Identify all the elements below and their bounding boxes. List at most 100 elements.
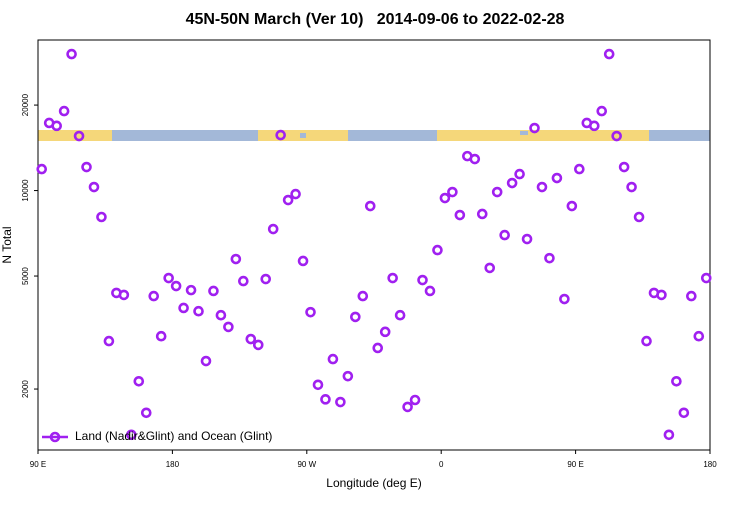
- data-point: [476, 208, 488, 220]
- data-point: [574, 163, 585, 175]
- data-point: [282, 194, 294, 206]
- data-point: [170, 280, 182, 292]
- data-point: [103, 335, 115, 347]
- data-point: [223, 321, 234, 333]
- data-point: [96, 211, 107, 223]
- data-point: [267, 223, 279, 235]
- data-point: [312, 379, 324, 391]
- x-tick-label: 0: [439, 460, 444, 469]
- data-point: [618, 161, 630, 173]
- plot-frame: [37, 39, 711, 451]
- data-point: [379, 326, 391, 338]
- data-point: [693, 330, 705, 342]
- data-point: [163, 272, 174, 284]
- data-point: [544, 252, 555, 264]
- x-tick-label: 90 E: [567, 460, 583, 469]
- data-point: [118, 289, 130, 301]
- data-point: [387, 272, 398, 284]
- data-point: [81, 161, 92, 173]
- data-point: [551, 172, 563, 184]
- data-point: [73, 130, 85, 142]
- data-point: [536, 181, 548, 193]
- data-point: [275, 129, 286, 141]
- data-point: [230, 253, 242, 265]
- data-point: [155, 330, 167, 342]
- data-point: [350, 311, 361, 323]
- data-point: [424, 285, 436, 297]
- data-point: [491, 186, 503, 198]
- data-point: [133, 375, 145, 387]
- data-point: [663, 429, 675, 441]
- data-point: [469, 153, 481, 165]
- data-point: [678, 407, 690, 419]
- data-point: [245, 333, 257, 345]
- data-point: [603, 48, 615, 60]
- data-point: [126, 429, 137, 441]
- data-point: [335, 396, 346, 408]
- y-tick-label: 20000: [21, 93, 30, 116]
- data-point: [529, 122, 540, 134]
- data-point: [140, 407, 152, 419]
- x-tick-label: 90 W: [297, 460, 316, 469]
- data-point: [439, 192, 451, 204]
- y-tick-label: 10000: [21, 179, 30, 202]
- x-tick-label: 90 E: [30, 460, 46, 469]
- data-point: [499, 229, 510, 241]
- y-tick-label: 5000: [21, 267, 30, 285]
- data-point: [394, 309, 406, 321]
- data-point: [521, 233, 533, 245]
- land-ocean-strip: [38, 130, 710, 141]
- data-point: [633, 211, 645, 223]
- data-point: [200, 355, 212, 367]
- data-point: [402, 401, 413, 413]
- data-point: [700, 272, 712, 284]
- data-point: [58, 105, 70, 117]
- data-point: [342, 370, 354, 382]
- data-point: [185, 284, 197, 296]
- data-point: [36, 163, 48, 175]
- y-tick-label: 2000: [21, 380, 30, 398]
- data-point: [252, 339, 264, 351]
- data-point: [178, 302, 189, 314]
- data-point: [454, 209, 466, 221]
- data-point: [559, 293, 570, 305]
- data-point: [656, 289, 667, 301]
- data-point: [484, 262, 496, 274]
- data-point: [566, 200, 578, 212]
- data-point: [409, 394, 421, 406]
- data-point: [686, 290, 697, 302]
- data-point: [66, 48, 77, 60]
- x-tick-label: 180: [166, 460, 180, 469]
- data-point: [611, 130, 622, 142]
- data-point: [372, 342, 384, 354]
- data-point: [238, 275, 249, 287]
- data-point: [88, 181, 100, 193]
- data-point: [588, 120, 600, 132]
- data-point: [417, 274, 428, 286]
- data-point: [260, 273, 272, 285]
- y-axis-label: N Total: [0, 226, 14, 263]
- data-point: [357, 290, 369, 302]
- data-point: [514, 168, 525, 180]
- data-point: [290, 188, 301, 200]
- data-point: [305, 306, 316, 318]
- data-point: [671, 375, 682, 387]
- data-point: [596, 105, 608, 117]
- x-axis-label: Longitude (deg E): [326, 476, 421, 490]
- data-point: [208, 285, 219, 297]
- data-point: [51, 120, 62, 132]
- chart-title: 45N-50N March (Ver 10) 2014-09-06 to 202…: [186, 11, 565, 28]
- data-point: [193, 305, 204, 317]
- data-point: [447, 186, 458, 198]
- data-point: [327, 353, 339, 365]
- legend-label: Land (Nadir&Glint) and Ocean (Glint): [75, 429, 272, 443]
- data-point: [148, 290, 160, 302]
- x-tick-label: 180: [703, 460, 717, 469]
- data-point: [432, 244, 443, 256]
- data-point: [320, 394, 331, 405]
- data-point: [364, 200, 376, 212]
- data-point: [297, 255, 309, 267]
- data-point: [626, 181, 637, 193]
- data-point: [506, 177, 518, 189]
